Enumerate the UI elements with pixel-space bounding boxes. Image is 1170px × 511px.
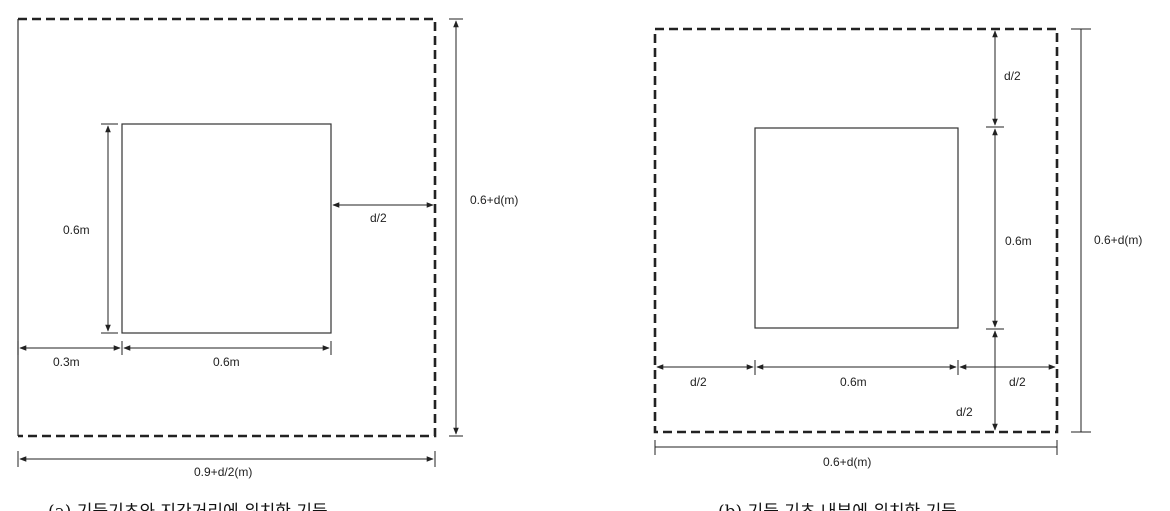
label-column-height-a: 0.6m [63,223,90,237]
caption-b: (b) 기둥 기초 내부에 위치한 기둥 [718,502,957,511]
label-column-width-b: 0.6m [840,375,867,389]
label-top-gap-b: d/2 [1004,69,1021,83]
label-left-gap-a: 0.3m [53,355,80,369]
figure-b: d/2 0.6m d/2 0.6+d(m) d/2 0.6m d/2 0.6+d… [653,27,1142,511]
caption-a: (a) 기둥기초와 지간거리에 위치한 기둥 [48,502,328,511]
perimeter-dashed-outline-a [18,17,437,438]
label-total-width-b: 0.6+d(m) [823,455,871,469]
label-total-width-a: 0.9+d/2(m) [194,465,252,479]
label-column-width-a: 0.6m [213,355,240,369]
perimeter-dashed-outline-b [653,27,1059,434]
label-bottom-gap-b: d/2 [956,405,973,419]
label-total-height-b: 0.6+d(m) [1094,233,1142,247]
column-a [121,123,332,334]
label-total-height-a: 0.6+d(m) [470,193,518,207]
label-column-height-b: 0.6m [1005,234,1032,248]
column-b [754,127,959,329]
label-right-gap-a: d/2 [370,211,387,225]
label-right-gap-b: d/2 [1009,375,1026,389]
label-left-gap-b: d/2 [690,375,707,389]
figure-a: 0.6m d/2 0.6+d(m) 0.3m 0.6m 0.9+d/2(m) (… [17,17,518,511]
